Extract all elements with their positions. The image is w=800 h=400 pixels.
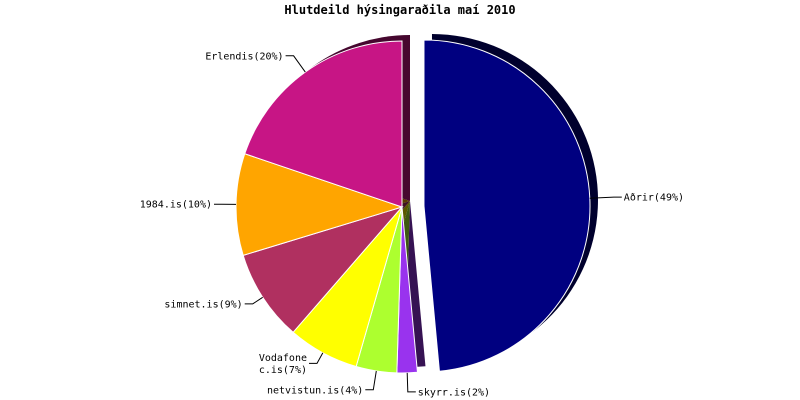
slice-1984-is — [235, 153, 404, 256]
slice-label-a-rir: Aðrir(49%) — [624, 193, 684, 204]
leader-line-vodafone-c-is — [309, 352, 324, 364]
slice-simnet-is — [242, 206, 404, 334]
slice-label-simnet-is: simnet.is(9%) — [164, 299, 242, 310]
leader-line-skyrr-is — [406, 372, 416, 393]
leader-line-erlendis — [285, 55, 306, 73]
slice-label-erlendis: Erlendis(20%) — [205, 51, 283, 62]
slice-label-vodafone-c-is: Vodafone c.is(7%) — [259, 353, 307, 376]
slice-label-netvistun-is: netvistun.is(4%) — [267, 385, 363, 396]
slice-a-rir — [423, 39, 591, 372]
slice-label-skyrr-is: skyrr.is(2%) — [418, 387, 490, 398]
leader-line-a-rir — [589, 196, 622, 199]
chart-title: Hlutdeild hýsingaraðila maí 2010 — [284, 3, 515, 17]
slice-label-1984-is: 1984.is(10%) — [140, 200, 212, 211]
leader-line-simnet-is — [244, 296, 263, 305]
pie-slices — [235, 39, 591, 374]
slice-labels: Aðrir(49%) skyrr.is(2%) netvistun.is(4%) Vo… — [140, 51, 684, 398]
leader-line-netvistun-is — [365, 370, 377, 391]
